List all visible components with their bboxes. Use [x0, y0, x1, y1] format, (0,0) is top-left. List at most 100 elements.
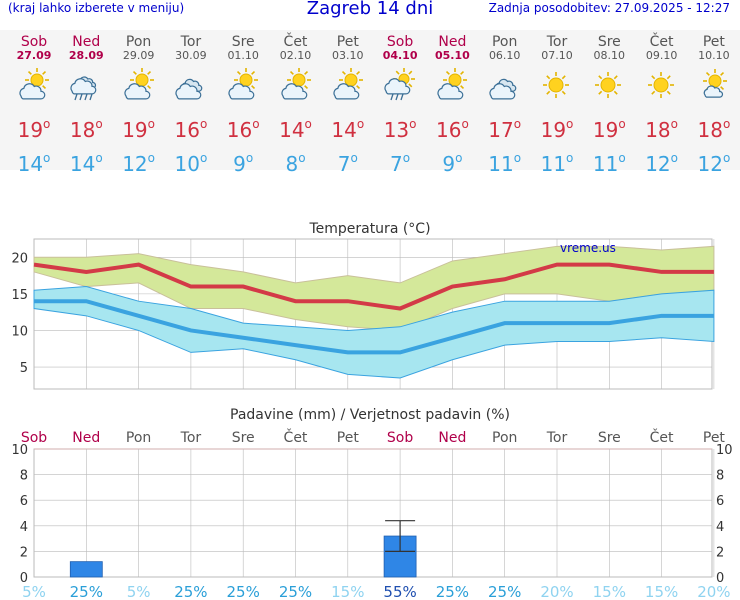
menu-hint-link[interactable]: (kraj lahko izberete v meniju): [8, 1, 185, 15]
daily-forecast-strip: Sob 27.09 19o 14o Ned 28.09 18o 14o Pon 29…: [0, 30, 740, 176]
temp-max: 19o: [540, 117, 574, 142]
temp-max: 19o: [122, 117, 155, 142]
temp-max: 18o: [69, 117, 103, 142]
precip-probability-label: 5%: [127, 583, 151, 600]
rain-cloud-icon: [70, 76, 97, 101]
temp-max: 18o: [697, 117, 731, 142]
temp-max: 14o: [331, 117, 365, 142]
temp-min: 10o: [174, 151, 208, 176]
cloudy-icon: [175, 78, 203, 100]
temp-max: 19o: [592, 117, 626, 142]
last-updated-text: Zadnja posodobitev: 27.09.2025 - 12:27: [488, 1, 730, 15]
day-date: 08.10: [593, 49, 626, 62]
precip-probability-label: 25%: [70, 583, 103, 600]
day-name: Tor: [546, 34, 568, 50]
y-tick-label-right: 4: [716, 520, 724, 535]
plot-area: [33, 448, 713, 578]
day-forecast-4: Sre 01.10 16o 9o: [217, 34, 269, 178]
temp-max: 19o: [17, 117, 51, 142]
chart-title: Temperatura (°C): [308, 221, 430, 237]
precip-bar: [69, 561, 103, 578]
precip-probability-label: 20%: [540, 583, 573, 600]
day-forecast-7: Sob 04.10 13o 7o: [374, 34, 426, 178]
day-name: Čet: [649, 34, 674, 50]
day-name: Sob: [20, 34, 48, 50]
precip-probability-label: 15%: [593, 583, 626, 600]
day-date: 05.10: [434, 49, 470, 62]
y-tick-label: 5: [20, 361, 28, 376]
mostly-sunny-icon: [702, 69, 727, 98]
day-name: Čet: [283, 34, 308, 50]
temp-min: 8o: [285, 151, 306, 176]
precip-probability-label: 25%: [488, 583, 521, 600]
x-tick-label: Pon: [492, 430, 517, 446]
precip-probability-label: 55%: [383, 583, 416, 600]
precip-probability-label: 25%: [279, 583, 312, 600]
partly-cloudy-icon: [333, 68, 363, 100]
min-temp-line: [34, 299, 714, 355]
partly-cloudy-icon: [437, 68, 468, 100]
sun-cloud-rain-icon: [384, 68, 416, 101]
y-tick-label-right: 6: [716, 494, 724, 509]
day-date: 27.09: [16, 49, 52, 62]
day-forecast-11: Sre 08.10 19o 11o: [583, 34, 635, 178]
x-tick-label: Tor: [180, 430, 202, 446]
y-tick-label-right: 0: [716, 571, 724, 586]
x-tick-label: Sob: [387, 430, 413, 446]
temp-min: 11o: [592, 151, 626, 176]
precip-probability-label: 25%: [436, 583, 469, 600]
max-temp-line: [33, 262, 714, 311]
day-name: Sre: [597, 34, 621, 50]
temp-min: 12o: [697, 151, 731, 176]
temp-min: 7o: [337, 151, 358, 176]
day-date: 28.09: [68, 49, 104, 62]
min-temp-range-band: [33, 286, 715, 379]
y-tick-label: 20: [11, 251, 28, 266]
temp-min: 14o: [69, 151, 103, 176]
day-name: Sre: [231, 34, 255, 50]
precip-probability-label: 15%: [331, 583, 364, 600]
temp-min: 7o: [390, 151, 411, 176]
y-tick-label: 10: [11, 443, 28, 458]
day-name: Tor: [180, 34, 202, 50]
day-forecast-0: Sob 27.09 19o 14o: [8, 34, 60, 178]
x-tick-label: Sre: [232, 430, 255, 446]
y-tick-label-right: 10: [716, 443, 733, 458]
watermark: vreme.us: [560, 241, 616, 255]
temp-min: 12o: [122, 151, 155, 176]
precip-probability-label: 15%: [645, 583, 678, 600]
x-tick-label: Čet: [650, 428, 674, 446]
day-name: Ned: [438, 34, 467, 50]
partly-cloudy-icon: [280, 68, 311, 100]
y-tick-label: 2: [20, 545, 28, 560]
day-date: 07.10: [541, 49, 573, 62]
temp-min: 11o: [488, 151, 522, 176]
day-forecast-5: Čet 02.10 14o 8o: [270, 34, 322, 178]
day-date: 09.10: [645, 49, 678, 62]
day-forecast-3: Tor 30.09 16o 10o: [165, 34, 217, 178]
day-date: 30.09: [175, 49, 207, 62]
temp-min: 11o: [540, 151, 574, 176]
temp-min: 14o: [17, 151, 51, 176]
day-forecast-13: Pet 10.10 18o 12o: [688, 34, 740, 178]
chart-title: Padavine (mm) / Verjetnost padavin (%): [230, 407, 510, 423]
precip-probability-label: 20%: [697, 583, 730, 600]
day-name: Sob: [386, 34, 414, 50]
day-name: Pet: [702, 34, 725, 50]
x-tick-label: Ned: [72, 430, 100, 446]
temp-min: 12o: [645, 151, 678, 176]
day-date: 29.09: [122, 49, 155, 62]
day-forecast-6: Pet 03.10 14o 7o: [322, 34, 374, 178]
y-tick-label: 0: [20, 571, 28, 586]
x-tick-label: Tor: [546, 430, 568, 446]
sun-icon: [647, 72, 674, 98]
y-tick-label: 15: [11, 288, 28, 303]
day-date: 03.10: [332, 49, 364, 62]
x-tick-label: Ned: [438, 430, 466, 446]
day-forecast-12: Čet 09.10 18o 12o: [636, 34, 688, 178]
temp-max: 16o: [226, 117, 260, 142]
day-date: 06.10: [488, 49, 521, 62]
y-tick-label: 6: [20, 494, 28, 509]
y-tick-label: 8: [20, 469, 28, 484]
temp-max: 16o: [174, 117, 208, 142]
